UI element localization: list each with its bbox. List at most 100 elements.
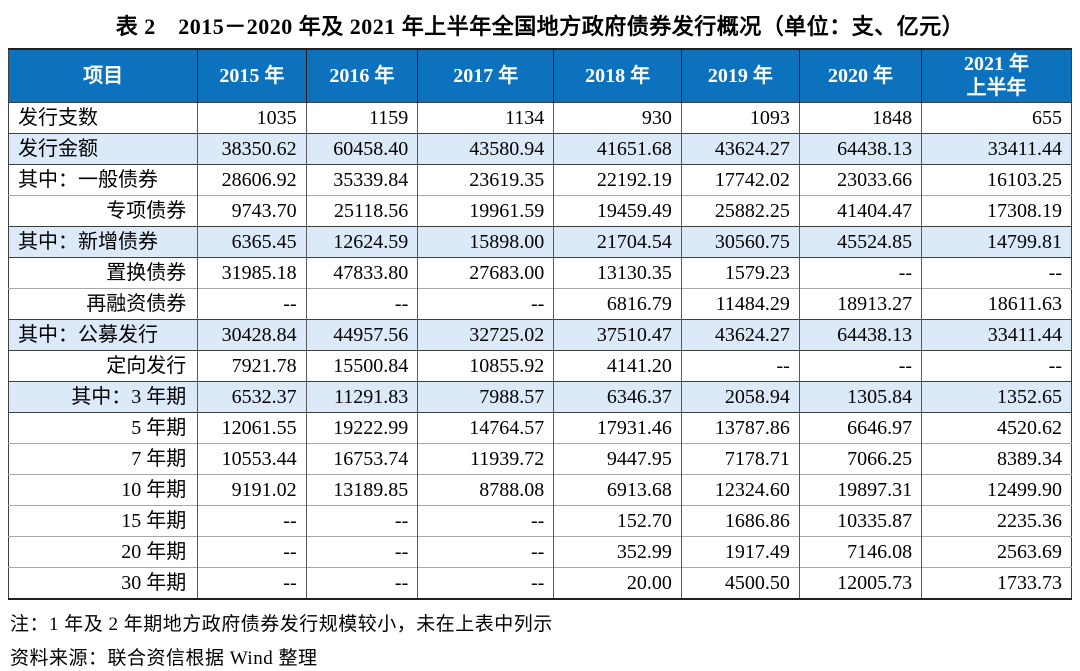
row-label: 15 年期 <box>8 505 198 537</box>
cell-value: 19222.99 <box>305 412 418 444</box>
row-label: 20 年期 <box>8 536 198 568</box>
cell-value: 64438.13 <box>798 133 922 165</box>
cell-value: 11939.72 <box>417 443 554 475</box>
cell-value: 6646.97 <box>798 412 922 444</box>
cell-value: 1159 <box>305 102 418 134</box>
cell-value: 41651.68 <box>553 133 682 165</box>
row-label: 其中：新增债券 <box>8 226 198 258</box>
cell-value: -- <box>305 536 418 568</box>
column-header-year: 2020 年 <box>798 49 922 103</box>
cell-value: 9743.70 <box>197 195 307 227</box>
cell-value: 1917.49 <box>680 536 800 568</box>
cell-value: 17931.46 <box>553 412 682 444</box>
table-row: 置换债券 31985.18 47833.80 27683.00 13130.35 1579… <box>8 257 1072 289</box>
table-row: 再融资债券 -- -- -- 6816.79 11484.29 18913.27 18611.… <box>8 288 1072 320</box>
row-label: 其中：公募发行 <box>8 319 198 351</box>
cell-value: 10553.44 <box>197 443 307 475</box>
cell-value: 43624.27 <box>680 319 800 351</box>
row-label: 其中：一般债券 <box>8 164 198 196</box>
cell-value: 20.00 <box>553 567 682 599</box>
cell-value: 1848 <box>798 102 922 134</box>
row-label: 定向发行 <box>8 350 198 382</box>
cell-value: 30560.75 <box>680 226 800 258</box>
table-title: 表 2 2015－2020 年及 2021 年上半年全国地方政府债券发行概况（单… <box>115 14 965 39</box>
cell-value: 43580.94 <box>417 133 554 165</box>
cell-value: 9447.95 <box>553 443 682 475</box>
cell-value: 4500.50 <box>680 567 800 599</box>
cell-value: -- <box>197 505 307 537</box>
cell-value: 11484.29 <box>680 288 800 320</box>
cell-value: 64438.13 <box>798 319 922 351</box>
cell-value: 12624.59 <box>305 226 418 258</box>
cell-value: 12499.90 <box>921 474 1072 506</box>
column-header-item: 项目 <box>8 49 198 103</box>
cell-value: 10335.87 <box>798 505 922 537</box>
cell-value: 1134 <box>417 102 554 134</box>
cell-value: 13787.86 <box>680 412 800 444</box>
cell-value: 6365.45 <box>197 226 307 258</box>
cell-value: -- <box>921 350 1072 382</box>
cell-value: 1093 <box>680 102 800 134</box>
cell-value: 7921.78 <box>197 350 307 382</box>
cell-value: 38350.62 <box>197 133 307 165</box>
cell-value: 1352.65 <box>921 381 1072 413</box>
table-row: 其中：一般债券 28606.92 35339.84 23619.35 22192.19 1… <box>8 164 1072 196</box>
cell-value: 27683.00 <box>417 257 554 289</box>
cell-value: 152.70 <box>553 505 682 537</box>
cell-value: 2235.36 <box>921 505 1072 537</box>
cell-value: -- <box>417 536 554 568</box>
cell-value: 1305.84 <box>798 381 922 413</box>
table-note-remark: 注：1 年及 2 年期地方政府债券发行规模较小，未在上表中列示 <box>10 614 553 635</box>
cell-value: 25118.56 <box>305 195 418 227</box>
cell-value: 45524.85 <box>798 226 922 258</box>
table-row: 其中：新增债券 6365.45 12624.59 15898.00 21704.54 30… <box>8 226 1072 258</box>
cell-value: 655 <box>921 102 1072 134</box>
row-label: 10 年期 <box>8 474 198 506</box>
column-header-year: 2018 年 <box>553 49 682 103</box>
cell-value: 7146.08 <box>798 536 922 568</box>
cell-value: 1035 <box>197 102 307 134</box>
cell-value: 33411.44 <box>921 133 1072 165</box>
cell-value: 12061.55 <box>197 412 307 444</box>
row-label: 置换债券 <box>8 257 198 289</box>
cell-value: 44957.56 <box>305 319 418 351</box>
table-note-source: 资料来源：联合资信根据 Wind 整理 <box>10 648 318 669</box>
cell-value: 16103.25 <box>921 164 1072 196</box>
cell-value: -- <box>798 257 922 289</box>
cell-value: 4520.62 <box>921 412 1072 444</box>
row-label: 30 年期 <box>8 567 198 599</box>
column-header-year: 2016 年 <box>305 49 418 103</box>
cell-value: 17308.19 <box>921 195 1072 227</box>
table-row: 5 年期 12061.55 19222.99 14764.57 17931.46 1378… <box>8 412 1072 444</box>
table-row: 10 年期 9191.02 13189.85 8788.08 6913.68 12324.… <box>8 474 1072 506</box>
table-row: 发行金额 38350.62 60458.40 43580.94 41651.68 4362… <box>8 133 1072 165</box>
table-notes: 注：1 年及 2 年期地方政府债券发行规模较小，未在上表中列示 资料来源：联合资… <box>10 608 1070 671</box>
cell-value: 23033.66 <box>798 164 922 196</box>
column-header-year: 2017 年 <box>417 49 554 103</box>
cell-value: -- <box>417 567 554 599</box>
cell-value: 35339.84 <box>305 164 418 196</box>
cell-value: 18913.27 <box>798 288 922 320</box>
table-row: 定向发行 7921.78 15500.84 10855.92 4141.20 -- -- -- <box>8 350 1072 382</box>
cell-value: 19459.49 <box>553 195 682 227</box>
cell-value: 930 <box>553 102 682 134</box>
cell-value: 19961.59 <box>417 195 554 227</box>
table-row: 发行支数 1035 1159 1134 930 1093 1848 655 <box>8 102 1072 134</box>
cell-value: 8788.08 <box>417 474 554 506</box>
table-row: 15 年期 -- -- -- 152.70 1686.86 10335.87 2235.36 <box>8 505 1072 537</box>
cell-value: 32725.02 <box>417 319 554 351</box>
column-header-year: 2019 年 <box>680 49 800 103</box>
table-row: 其中：公募发行 30428.84 44957.56 32725.02 37510.47 4… <box>8 319 1072 351</box>
cell-value: 21704.54 <box>553 226 682 258</box>
cell-value: 18611.63 <box>921 288 1072 320</box>
cell-value: 12005.73 <box>798 567 922 599</box>
cell-value: -- <box>305 288 418 320</box>
cell-value: 6913.68 <box>553 474 682 506</box>
cell-value: 31985.18 <box>197 257 307 289</box>
cell-value: 19897.31 <box>798 474 922 506</box>
column-header-year: 2021 年 上半年 <box>921 49 1072 103</box>
cell-value: -- <box>197 567 307 599</box>
cell-value: 14799.81 <box>921 226 1072 258</box>
cell-value: -- <box>305 567 418 599</box>
